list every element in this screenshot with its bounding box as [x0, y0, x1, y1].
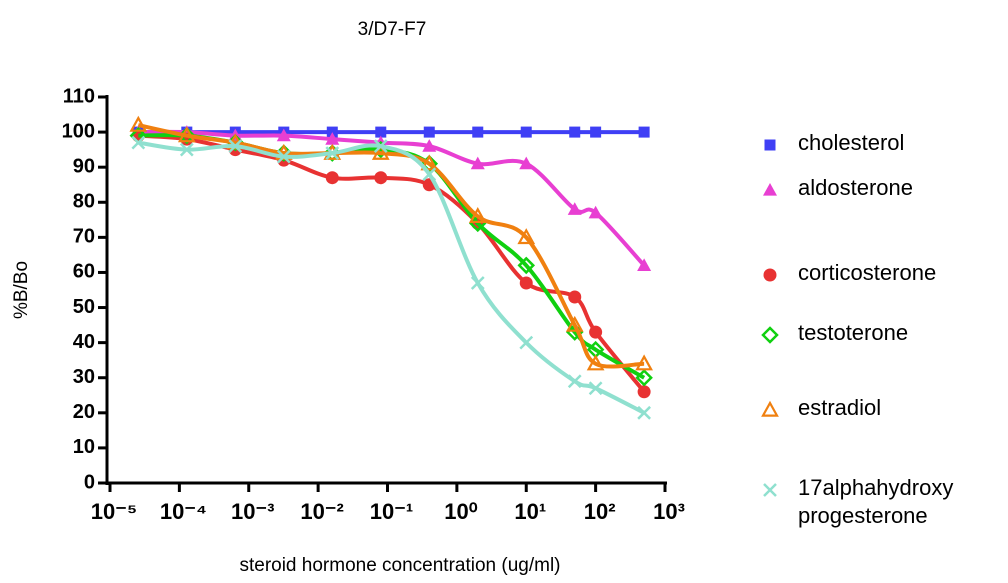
y-tick-label: 100	[62, 120, 95, 142]
chart-title: 3/D7-F7	[358, 19, 427, 40]
legend-marker	[764, 269, 777, 282]
y-tick-label: 60	[73, 261, 95, 283]
legend-marker	[763, 183, 777, 196]
marker	[520, 337, 532, 349]
y-tick-label: 40	[73, 331, 95, 353]
marker	[520, 276, 533, 289]
marker	[639, 127, 650, 138]
x-tick-label: 10⁰	[444, 499, 477, 524]
x-tick-label: 10¹	[514, 499, 546, 524]
legend-label: aldosterone	[798, 174, 1003, 202]
fit-curve	[138, 143, 644, 413]
marker	[569, 375, 581, 387]
x-tick-label: 10³	[653, 499, 685, 524]
page: 3/D7-F7 steroid hormone concentration (u…	[0, 0, 1008, 583]
y-tick-label: 110	[63, 85, 95, 107]
marker	[374, 171, 387, 184]
legend-marker	[765, 140, 776, 151]
legend-label: estradiol	[798, 394, 1003, 422]
y-tick-label: 50	[73, 296, 95, 318]
y-tick-label: 80	[73, 191, 95, 213]
y-tick-label: 10	[73, 436, 95, 458]
series	[131, 129, 651, 385]
legend-marker	[763, 403, 777, 416]
legend-label: 17alphahydroxy progesterone	[798, 474, 1003, 530]
x-axis-label: steroid hormone concentration (ug/ml)	[239, 555, 560, 576]
marker	[590, 127, 601, 138]
y-tick-label: 70	[73, 226, 95, 248]
legend-label: corticosterone	[798, 259, 1003, 287]
y-axis-label: %B/Bo	[11, 261, 32, 319]
x-tick-label: 10⁻⁵	[91, 499, 137, 524]
marker	[472, 127, 483, 138]
marker	[472, 277, 484, 289]
marker	[638, 385, 651, 398]
marker	[521, 127, 532, 138]
legend-label: cholesterol	[798, 129, 1003, 157]
fit-curve	[138, 135, 644, 378]
y-tick-label: 90	[73, 155, 95, 177]
x-tick-label: 10⁻¹	[370, 499, 413, 524]
x-tick-label: 10⁻⁴	[160, 499, 207, 524]
y-tick-label: 0	[84, 471, 95, 493]
x-tick-label: 10²	[584, 499, 616, 524]
x-tick-label: 10⁻²	[300, 499, 343, 524]
legend-marker	[764, 484, 776, 496]
series	[131, 118, 651, 369]
legend-label: testoterone	[798, 319, 1003, 347]
marker	[569, 127, 580, 138]
marker	[424, 127, 435, 138]
marker	[568, 291, 581, 304]
marker	[589, 206, 603, 219]
legend-marker	[763, 328, 777, 342]
series	[132, 129, 651, 398]
y-tick-label: 20	[73, 401, 95, 423]
fit-curve	[138, 136, 644, 392]
marker	[589, 326, 602, 339]
marker	[326, 171, 339, 184]
x-tick-label: 10⁻³	[231, 499, 274, 524]
y-tick-label: 30	[73, 366, 95, 388]
